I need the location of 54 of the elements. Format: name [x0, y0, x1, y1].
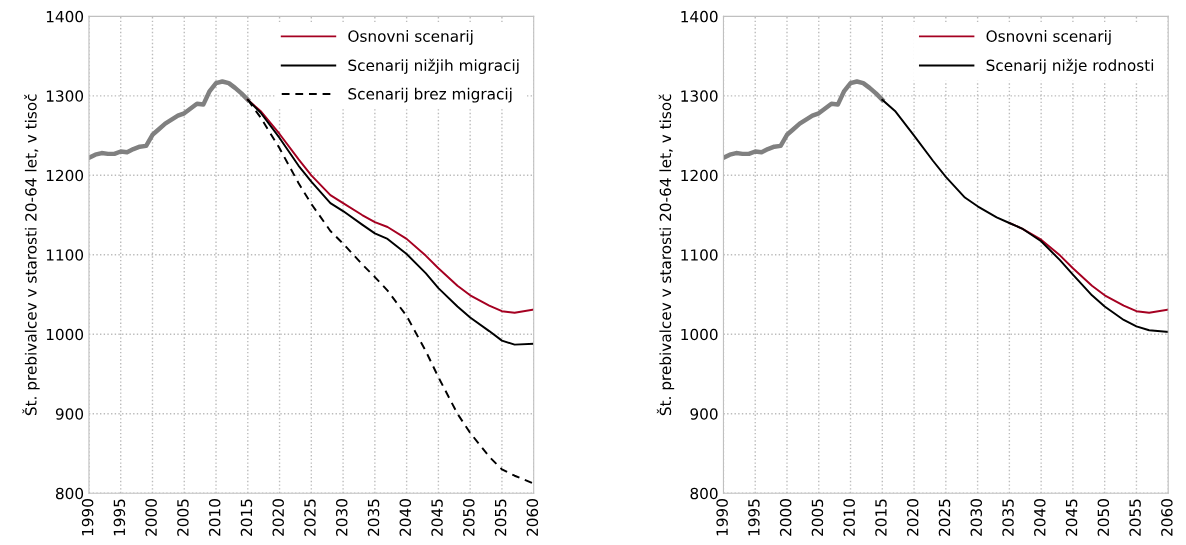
x-tick-label: 2055 [494, 499, 507, 536]
legend-label: Scenarij nižje rodnosti [986, 58, 1154, 75]
x-tick-label: 1995 [748, 499, 760, 536]
x-tick-label: 2015 [875, 499, 887, 536]
x-tick-label: 1990 [81, 499, 94, 536]
line-series [881, 98, 1169, 333]
y-tick-label: 1300 [46, 90, 84, 102]
x-tick-label: 2045 [1065, 499, 1078, 536]
x-tick-label: 1990 [716, 499, 728, 536]
y-tick-label: 1300 [681, 90, 718, 102]
x-tick-label: 2030 [335, 499, 348, 536]
y-tick-label: 900 [55, 408, 84, 420]
x-tick-label: 2035 [367, 499, 380, 536]
legend-label: Scenarij nižjih migracij [348, 58, 519, 75]
x-tick-label: 2005 [811, 499, 824, 536]
y-tick-label: 1100 [681, 249, 718, 261]
y-tick-label: 1100 [46, 249, 84, 261]
y-tick-label: 900 [690, 408, 718, 420]
y-tick-label: 1400 [681, 10, 718, 23]
x-tick-label: 2050 [463, 499, 475, 536]
y-tick-label: 800 [690, 487, 718, 500]
x-tick-label: 2000 [145, 499, 157, 536]
y-tick-label: 1400 [46, 10, 84, 23]
x-tick-label: 2020 [272, 499, 284, 536]
x-tick-label: 2020 [906, 499, 919, 536]
x-tick-label: 2040 [399, 499, 412, 536]
x-tick-label: 2030 [970, 499, 983, 536]
y-tick-label: 800 [55, 487, 84, 500]
legend-label: Osnovni scenarij [348, 30, 473, 45]
y-tick-label: 1000 [46, 328, 84, 341]
legend-label: Osnovni scenarij [986, 30, 1111, 45]
y-tick-label: 1200 [46, 169, 84, 182]
y-tick-label: 1000 [681, 328, 718, 341]
x-tick-label: 1995 [113, 499, 126, 536]
x-tick-label: 2000 [779, 499, 792, 536]
legend-label: Scenarij brez migracij [348, 87, 512, 103]
x-tick-label: 2025 [304, 499, 316, 536]
y-axis-title: Št. prebivalcev v starosti 20-64 let, v tisoč [22, 94, 40, 416]
x-tick-label: 2015 [240, 499, 253, 536]
y-tick-label: 1200 [681, 169, 718, 182]
y-axis-title: Št. prebivalcev v starosti 20-64 let, v tisoč [656, 94, 675, 416]
line-series [88, 79, 251, 161]
x-tick-label: 2005 [177, 499, 189, 536]
x-tick-label: 2040 [1034, 499, 1046, 536]
x-tick-label: 2035 [1002, 499, 1014, 536]
x-tick-label: 2010 [843, 499, 855, 536]
x-tick-label: 2060 [526, 499, 539, 536]
x-tick-label: 2025 [938, 499, 951, 536]
x-tick-label: 2055 [1129, 499, 1141, 536]
x-tick-label: 2050 [1097, 499, 1110, 536]
x-tick-label: 2010 [208, 499, 221, 536]
x-tick-label: 2060 [1161, 499, 1173, 536]
x-tick-label: 2045 [431, 499, 443, 536]
line-series [723, 79, 885, 161]
